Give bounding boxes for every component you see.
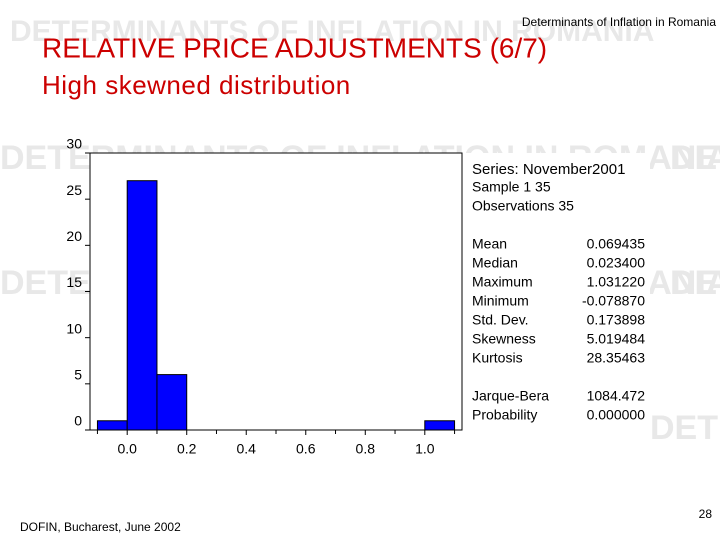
- y-tick-label: 30: [66, 136, 82, 152]
- page-number: 28: [699, 507, 713, 521]
- stats-value: 5.019484: [587, 331, 646, 347]
- stats-value: 1.031220: [587, 274, 646, 290]
- stats-value: 0.000000: [587, 407, 646, 423]
- stats-label: Minimum: [472, 293, 529, 309]
- stats-value: 28.35463: [587, 350, 646, 366]
- bar: [126, 180, 158, 431]
- y-tick-label: 20: [66, 228, 82, 244]
- watermark: DETERMINANTS OF INFLATION IN ROMANIA: [670, 139, 720, 177]
- x-tick-label: 0.4: [237, 441, 257, 457]
- y-tick-label: 15: [66, 274, 82, 290]
- stats-value: 0.173898: [587, 312, 646, 328]
- y-tick-label: 25: [66, 182, 82, 198]
- y-tick-label: 10: [66, 320, 82, 336]
- stats-value: 0.023400: [587, 255, 646, 271]
- x-tick-label: 0.6: [296, 441, 316, 457]
- watermark: DETERMINANTS OF INFLATION IN ROMANIA: [670, 264, 720, 302]
- slide-title: RELATIVE PRICE ADJUSTMENTS (6/7): [42, 32, 547, 63]
- stats-value: 0.069435: [587, 236, 646, 252]
- y-tick-label: 0: [74, 413, 82, 429]
- stats-series: Series: November2001: [472, 161, 625, 178]
- bar: [96, 420, 128, 431]
- stats-label: Median: [472, 255, 518, 271]
- bar: [156, 374, 188, 431]
- slide-subtitle: High skewned distribution: [42, 70, 351, 100]
- x-tick-label: 0.0: [117, 441, 137, 457]
- stats-value: -0.078870: [582, 293, 645, 309]
- x-tick-label: 0.8: [356, 441, 376, 457]
- stats-panel: [462, 153, 650, 430]
- stats-label: Probability: [472, 407, 537, 423]
- stats-label: Maximum: [472, 274, 533, 290]
- stats-label: Skewness: [472, 331, 536, 347]
- stats-label: Kurtosis: [472, 350, 523, 366]
- stats-observations: Observations 35: [472, 198, 574, 214]
- header: Determinants of Inflation in Romania: [522, 15, 716, 29]
- x-tick-label: 1.0: [415, 441, 435, 457]
- stats-label: Jarque-Bera: [472, 388, 549, 404]
- x-tick-label: 0.2: [177, 441, 197, 457]
- y-tick-label: 5: [74, 367, 82, 383]
- stats-label: Mean: [472, 236, 507, 252]
- watermark: DETERMINANTS OF INFLATION IN ROMANIA: [10, 15, 654, 48]
- stats-value: 1084.472: [587, 388, 646, 404]
- bar: [424, 420, 456, 431]
- stats-label: Std. Dev.: [472, 312, 529, 328]
- footer: DOFIN, Bucharest, June 2002: [20, 520, 181, 534]
- stats-sample: Sample 1 35: [472, 179, 551, 195]
- watermark: DETERMINANTS OF INFLATION IN ROMANIA: [650, 409, 720, 447]
